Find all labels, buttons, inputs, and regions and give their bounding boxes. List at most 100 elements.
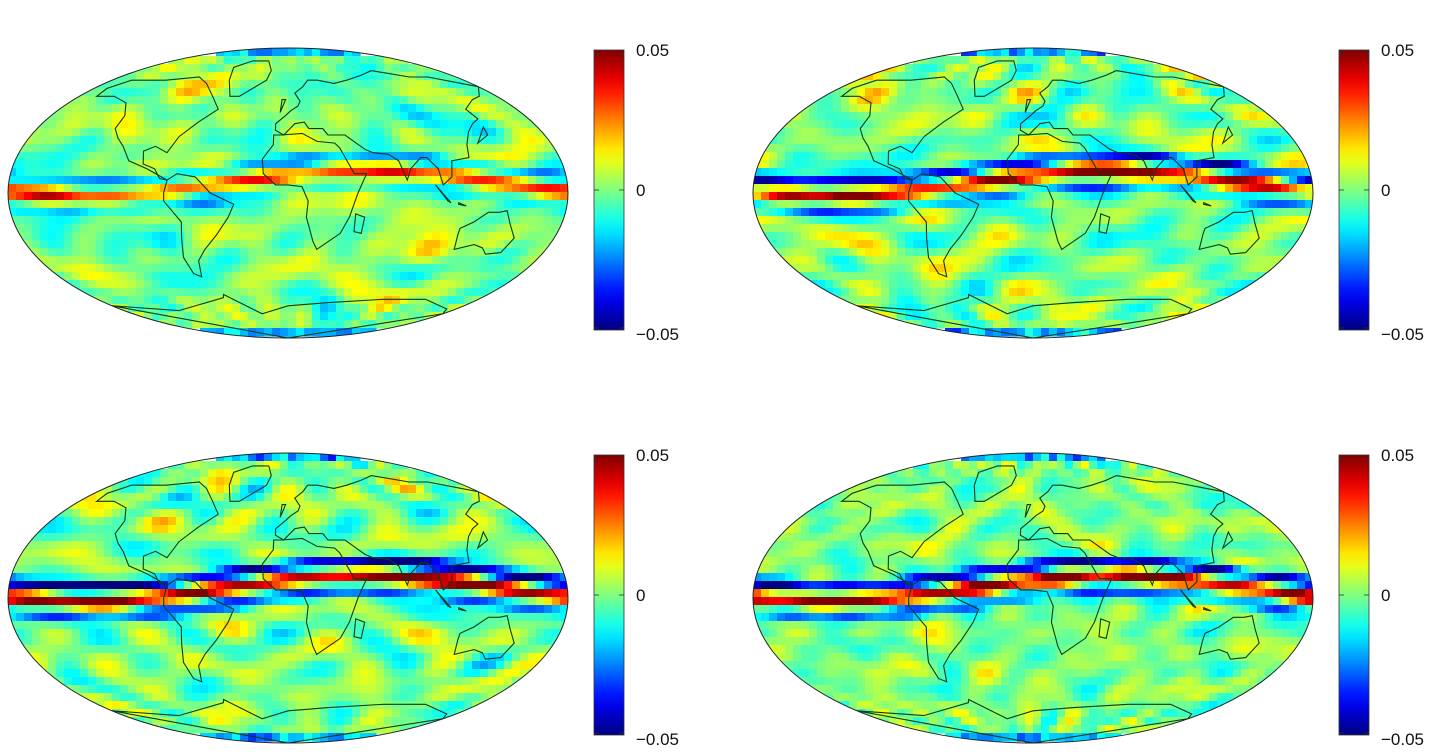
heatmap-cell xyxy=(536,208,545,217)
heatmap-cell xyxy=(384,224,393,233)
heatmap-cell xyxy=(985,200,994,209)
heatmap-cell xyxy=(416,501,425,510)
heatmap-cell xyxy=(216,160,225,169)
heatmap-cell xyxy=(953,312,962,321)
heatmap-cell xyxy=(1145,288,1154,297)
heatmap-cell xyxy=(208,144,217,153)
heatmap-cell xyxy=(392,128,401,137)
heatmap-cell xyxy=(360,461,369,470)
heatmap-cell xyxy=(456,88,465,97)
heatmap-cell xyxy=(448,557,457,566)
heatmap-cell xyxy=(985,224,994,233)
heatmap-cell xyxy=(1129,192,1138,201)
heatmap-cell xyxy=(384,88,393,97)
heatmap-cell xyxy=(416,144,425,153)
heatmap-cell xyxy=(488,216,497,225)
heatmap-cell xyxy=(1137,136,1146,145)
heatmap-cell xyxy=(929,184,938,193)
heatmap-cell xyxy=(32,192,41,201)
heatmap-cell xyxy=(1017,216,1026,225)
heatmap-cell xyxy=(448,272,457,281)
heatmap-cell xyxy=(176,509,185,518)
heatmap-cell xyxy=(1161,144,1170,153)
heatmap-cell xyxy=(288,160,297,169)
heatmap-cell xyxy=(72,517,81,526)
heatmap-cell xyxy=(112,517,121,526)
heatmap-cell xyxy=(408,152,417,161)
heatmap-cell xyxy=(144,208,153,217)
heatmap-cell xyxy=(416,264,425,273)
heatmap-cell xyxy=(504,541,513,550)
heatmap-cell xyxy=(376,565,385,574)
heatmap-cell xyxy=(1089,200,1098,209)
heatmap-cell xyxy=(969,232,978,241)
heatmap-cell xyxy=(1121,120,1130,129)
heatmap-cell xyxy=(1281,232,1290,241)
heatmap-cell xyxy=(873,168,882,177)
heatmap-cell xyxy=(985,160,994,169)
heatmap-cell xyxy=(1057,120,1066,129)
heatmap-cell xyxy=(1025,168,1034,177)
heatmap-cell xyxy=(408,80,417,89)
heatmap-cell xyxy=(889,104,898,113)
heatmap-cell xyxy=(344,104,353,113)
heatmap-cell xyxy=(336,88,345,97)
heatmap-cell xyxy=(1105,320,1114,329)
heatmap-cell xyxy=(1169,72,1178,81)
heatmap-cell xyxy=(448,541,457,550)
heatmap-cell xyxy=(1089,152,1098,161)
heatmap-cell xyxy=(1121,216,1130,225)
heatmap-cell xyxy=(128,120,137,129)
heatmap-cell xyxy=(1009,48,1018,57)
heatmap-cell xyxy=(985,80,994,89)
heatmap-cell xyxy=(96,501,105,510)
heatmap-cell xyxy=(833,152,842,161)
heatmap-cell xyxy=(432,80,441,89)
heatmap-cell xyxy=(352,224,361,233)
heatmap-cell xyxy=(1081,120,1090,129)
heatmap-cell xyxy=(464,192,473,201)
heatmap-cell xyxy=(833,200,842,209)
heatmap-cell xyxy=(240,208,249,217)
heatmap-cell xyxy=(536,232,545,241)
heatmap-cell xyxy=(296,485,305,494)
heatmap-cell xyxy=(72,152,81,161)
heatmap-cell xyxy=(544,208,553,217)
heatmap-cell xyxy=(232,493,241,502)
heatmap-cell xyxy=(520,256,529,265)
heatmap-cell xyxy=(256,557,265,566)
heatmap-cell xyxy=(88,248,97,257)
heatmap-cell xyxy=(1265,120,1274,129)
heatmap-cell xyxy=(432,557,441,566)
heatmap-cell xyxy=(817,152,826,161)
heatmap-cell xyxy=(296,192,305,201)
heatmap-cell xyxy=(1265,168,1274,177)
heatmap-cell xyxy=(552,200,561,209)
heatmap-cell xyxy=(400,485,409,494)
heatmap-cell xyxy=(1145,64,1154,73)
heatmap-cell xyxy=(160,493,169,502)
heatmap-cell xyxy=(881,216,890,225)
heatmap-cell xyxy=(1033,232,1042,241)
heatmap-cell xyxy=(304,288,313,297)
heatmap-cell xyxy=(504,160,513,169)
heatmap-cell xyxy=(88,120,97,129)
heatmap-cell xyxy=(1009,128,1018,137)
heatmap-cell xyxy=(232,56,241,65)
heatmap-cell xyxy=(368,477,377,486)
heatmap-cell xyxy=(1105,152,1114,161)
heatmap-cell xyxy=(176,112,185,121)
heatmap-cell xyxy=(1065,304,1074,313)
heatmap-cell xyxy=(72,549,81,558)
heatmap-cell xyxy=(280,296,289,305)
heatmap-cell xyxy=(552,168,561,177)
heatmap-cell xyxy=(320,248,329,257)
heatmap-cell xyxy=(280,88,289,97)
heatmap-cell xyxy=(528,176,537,185)
heatmap-cell xyxy=(400,120,409,129)
heatmap-cell xyxy=(80,541,89,550)
heatmap-cell xyxy=(1001,112,1010,121)
heatmap-cell xyxy=(288,453,297,462)
heatmap-cell xyxy=(464,565,473,574)
